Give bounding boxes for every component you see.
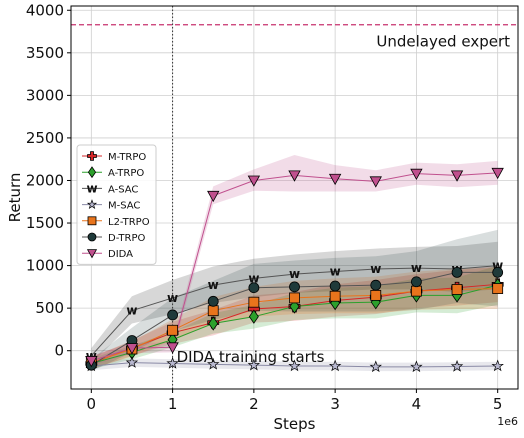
point-d-trpo <box>289 281 300 293</box>
series-markers: w w w w w w w w w w w <box>85 167 504 373</box>
point-l2-trpo <box>411 285 422 297</box>
axis-ticks: 0 1 2 3 4 5 0 500 1000 1500 2000 2500 3000 3500 4000 <box>26 1 503 413</box>
legend-marker-m-trpo <box>87 151 97 161</box>
x-tick-label: 1 <box>168 395 178 413</box>
x-axis-multiplier: 1e6 <box>497 415 518 428</box>
point-dida <box>247 175 261 187</box>
y-tick-label: 500 <box>35 299 64 317</box>
x-tick-label: 3 <box>330 395 340 413</box>
point-m-sac <box>166 356 179 369</box>
point-a-sac: w <box>167 291 178 305</box>
point-dida <box>125 343 139 355</box>
legend-label-a-sac: A-SAC <box>108 184 138 195</box>
point-l2-trpo <box>329 290 341 302</box>
x-tick-label: 5 <box>493 395 503 413</box>
legend: M-TRPO A-TRPO w A-SAC M-SAC L2-TRPO D-TRPO DIDA <box>76 144 157 265</box>
point-dida <box>288 170 301 182</box>
point-m-sac <box>288 359 301 372</box>
legend-marker-a-trpo <box>87 166 97 179</box>
legend-label-l2-trpo: L2-TRPO <box>108 217 150 228</box>
legend-label-dida: DIDA <box>108 249 133 260</box>
x-axis-label: Steps <box>274 415 316 433</box>
point-a-sac: w <box>126 304 137 318</box>
point-a-sac: w <box>370 262 381 276</box>
point-d-trpo <box>492 266 504 278</box>
point-l2-trpo <box>492 283 504 294</box>
point-d-trpo <box>451 266 463 278</box>
x-tick-label: 4 <box>412 395 422 413</box>
point-a-trpo <box>208 316 219 331</box>
y-tick-label: 3000 <box>26 86 64 104</box>
point-a-sac: w <box>86 349 97 363</box>
annotation-dida-training-starts: DIDA training starts <box>177 348 325 366</box>
band-m-trpo <box>91 266 498 370</box>
legend-marker-a-sac: w <box>86 181 97 195</box>
y-axis-label: Return <box>6 173 24 223</box>
point-dida <box>450 170 464 182</box>
point-m-sac <box>125 356 139 368</box>
point-a-sac: w <box>330 265 341 279</box>
point-m-sac <box>247 358 261 371</box>
point-dida <box>410 168 423 180</box>
y-tick-label: 1500 <box>26 214 64 232</box>
point-d-trpo <box>329 280 341 292</box>
point-d-trpo <box>411 276 422 288</box>
point-m-sac <box>328 359 342 372</box>
legend-marker-d-trpo <box>87 232 97 242</box>
point-dida <box>166 342 179 354</box>
line-a-sac <box>90 265 498 357</box>
legend-label-a-trpo: A-TRPO <box>108 168 144 179</box>
legend-label-m-sac: M-SAC <box>108 201 140 212</box>
point-a-sac: w <box>411 261 422 275</box>
legend-label-d-trpo: D-TRPO <box>108 233 145 244</box>
plot-frame <box>70 5 519 390</box>
x-tick-label: 0 <box>87 395 97 413</box>
y-tick-label: 2000 <box>26 171 64 189</box>
y-tick-label: 1000 <box>26 257 64 275</box>
band-a-sac <box>91 241 498 364</box>
band-a-trpo <box>91 265 498 370</box>
y-tick-label: 4000 <box>26 1 64 19</box>
point-m-sac <box>369 360 382 373</box>
annotation-undelayed-expert: Undelayed expert <box>376 33 510 51</box>
point-d-trpo <box>207 295 219 307</box>
legend-marker-m-sac <box>86 199 98 209</box>
point-l2-trpo <box>370 289 382 301</box>
point-m-sac <box>450 359 464 372</box>
point-l2-trpo <box>207 305 219 317</box>
point-dida <box>491 167 504 180</box>
point-a-sac: w <box>492 259 503 273</box>
point-dida <box>85 356 98 368</box>
point-a-sac: w <box>289 267 300 281</box>
point-dida <box>328 173 342 186</box>
legend-label-m-trpo: M-TRPO <box>108 152 146 163</box>
legend-frame <box>76 144 157 265</box>
y-tick-label: 2500 <box>26 129 64 147</box>
point-l2-trpo <box>289 292 300 304</box>
point-l2-trpo <box>167 324 178 336</box>
point-d-trpo <box>370 279 382 291</box>
point-d-trpo <box>248 282 260 294</box>
band-l2-trpo <box>91 267 498 369</box>
point-dida <box>207 190 220 203</box>
legend-marker-dida <box>86 249 98 259</box>
point-d-trpo <box>167 309 178 321</box>
point-l2-trpo <box>451 284 463 295</box>
y-tick-label: 0 <box>54 342 64 360</box>
point-m-sac <box>207 357 220 370</box>
point-a-sac: w <box>248 271 259 285</box>
x-tick-label: 2 <box>249 395 259 413</box>
point-a-sac: w <box>208 278 219 292</box>
point-dida <box>369 176 382 188</box>
point-m-sac <box>410 360 423 373</box>
point-a-trpo <box>248 309 259 324</box>
y-tick-label: 3500 <box>26 44 64 62</box>
point-l2-trpo <box>248 296 260 308</box>
legend-marker-l2-trpo <box>87 216 97 226</box>
point-m-sac <box>491 359 504 372</box>
